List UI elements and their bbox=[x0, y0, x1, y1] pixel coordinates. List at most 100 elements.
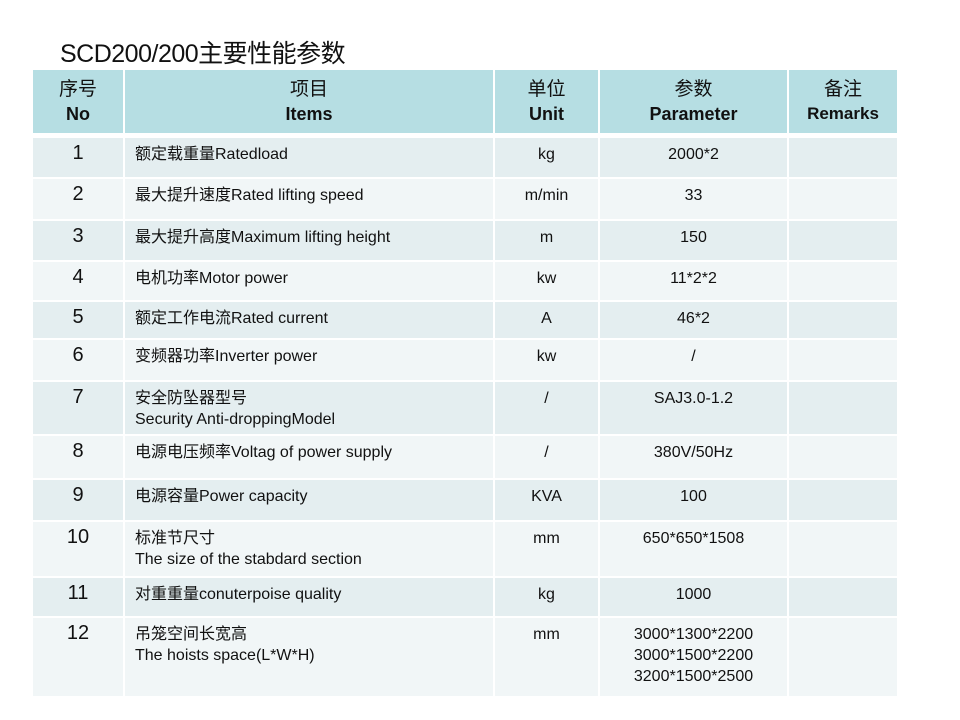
unit-value: / bbox=[544, 444, 549, 461]
parameter-value: SAJ3.0-1.2 bbox=[653, 390, 734, 407]
header-zh: 备注 bbox=[823, 79, 862, 100]
table-row: 3 最大提升高度Maximum lifting height m 150 bbox=[33, 221, 897, 260]
cell-unit: / bbox=[495, 436, 600, 478]
unit-value: mm bbox=[533, 626, 560, 643]
cell-item: 变频器功率Inverter power bbox=[125, 340, 495, 380]
unit-value: kg bbox=[538, 586, 555, 603]
parameter-value: 46*2 bbox=[677, 310, 710, 327]
header-zh: 项目 bbox=[289, 79, 328, 100]
header-zh: 参数 bbox=[674, 79, 713, 100]
header-zh: 单位 bbox=[527, 79, 566, 100]
header-en: Unit bbox=[529, 104, 564, 124]
cell-parameter: 380V/50Hz bbox=[600, 436, 789, 478]
table-row: 10 标准节尺寸 The size of the stabdard section m… bbox=[33, 522, 897, 576]
header-no: 序号 No bbox=[33, 70, 125, 133]
cell-parameter: SAJ3.0-1.2 bbox=[600, 382, 789, 434]
unit-value: kw bbox=[536, 348, 557, 365]
item-label: 额定载重量Ratedload bbox=[135, 146, 288, 163]
parameter-value: 100 bbox=[680, 488, 707, 505]
cell-parameter: 46*2 bbox=[600, 302, 789, 338]
item-label: 电机功率Motor power bbox=[135, 270, 288, 287]
page-title: SCD200/200主要性能参数 bbox=[60, 40, 346, 68]
table-row: 1 额定载重量Ratedload kg 2000*2 bbox=[33, 138, 897, 177]
header-zh: 序号 bbox=[58, 79, 97, 100]
cell-item: 最大提升高度Maximum lifting height bbox=[125, 221, 495, 260]
header-en: Parameter bbox=[649, 104, 738, 124]
row-number: 12 bbox=[66, 622, 90, 644]
cell-item: 电机功率Motor power bbox=[125, 262, 495, 300]
item-label: 变频器功率Inverter power bbox=[135, 348, 318, 365]
unit-value: A bbox=[541, 310, 552, 327]
cell-parameter: 1000 bbox=[600, 578, 789, 616]
cell-remarks bbox=[789, 436, 897, 478]
row-number: 7 bbox=[72, 386, 84, 408]
header-items: 项目 Items bbox=[125, 70, 495, 133]
cell-unit: mm bbox=[495, 618, 600, 696]
item-label: 额定工作电流Rated current bbox=[135, 310, 328, 327]
row-number: 3 bbox=[72, 225, 84, 247]
cell-no: 10 bbox=[33, 522, 125, 576]
cell-parameter: 33 bbox=[600, 179, 789, 219]
cell-item: 最大提升速度Rated lifting speed bbox=[125, 179, 495, 219]
cell-no: 9 bbox=[33, 480, 125, 520]
cell-item: 电源电压频率Voltag of power supply bbox=[125, 436, 495, 478]
cell-remarks bbox=[789, 179, 897, 219]
item-label: 标准节尺寸 bbox=[135, 530, 216, 547]
unit-value: m bbox=[539, 229, 554, 246]
table-row: 5 额定工作电流Rated current A 46*2 bbox=[33, 302, 897, 338]
item-label-en: The hoists space(L*W*H) bbox=[135, 647, 315, 664]
unit-value: / bbox=[544, 390, 549, 407]
cell-parameter: 2000*2 bbox=[600, 138, 789, 177]
cell-item: 电源容量Power capacity bbox=[125, 480, 495, 520]
item-label-en: The size of the stabdard section bbox=[135, 551, 362, 568]
parameter-value: 33 bbox=[684, 187, 703, 204]
cell-unit: m/min bbox=[495, 179, 600, 219]
cell-no: 3 bbox=[33, 221, 125, 260]
header-remarks: 备注 Remarks bbox=[789, 70, 897, 133]
cell-unit: / bbox=[495, 382, 600, 434]
header-parameter: 参数 Parameter bbox=[600, 70, 789, 133]
parameter-value: 3000*1500*2200 bbox=[633, 647, 754, 664]
parameter-value: 2000*2 bbox=[668, 146, 719, 163]
table-row: 12 吊笼空间长宽高 The hoists space(L*W*H) mm 3000*1… bbox=[33, 618, 897, 696]
parameter-value: 1000 bbox=[675, 586, 712, 603]
row-number: 11 bbox=[67, 582, 89, 604]
row-number: 10 bbox=[66, 526, 90, 548]
cell-no: 6 bbox=[33, 340, 125, 380]
cell-unit: m bbox=[495, 221, 600, 260]
cell-remarks bbox=[789, 340, 897, 380]
cell-parameter: / bbox=[600, 340, 789, 380]
row-number: 5 bbox=[72, 306, 84, 328]
cell-unit: kg bbox=[495, 578, 600, 616]
item-label: 电源电压频率Voltag of power supply bbox=[135, 444, 392, 461]
header-en: Items bbox=[285, 104, 333, 124]
cell-unit: A bbox=[495, 302, 600, 338]
table-row: 6 变频器功率Inverter power kw / bbox=[33, 340, 897, 380]
cell-remarks bbox=[789, 221, 897, 260]
cell-item: 额定载重量Ratedload bbox=[125, 138, 495, 177]
cell-no: 5 bbox=[33, 302, 125, 338]
table-row: 7 安全防坠器型号 Security Anti-droppingModel / SAJ3… bbox=[33, 382, 897, 434]
parameter-value: / bbox=[691, 348, 696, 365]
cell-item: 吊笼空间长宽高 The hoists space(L*W*H) bbox=[125, 618, 495, 696]
cell-remarks bbox=[789, 480, 897, 520]
parameter-value: 11*2*2 bbox=[670, 270, 717, 287]
cell-no: 11 bbox=[33, 578, 125, 616]
cell-item: 额定工作电流Rated current bbox=[125, 302, 495, 338]
cell-unit: kw bbox=[495, 262, 600, 300]
cell-parameter: 100 bbox=[600, 480, 789, 520]
cell-item: 安全防坠器型号 Security Anti-droppingModel bbox=[125, 382, 495, 434]
cell-item: 对重重量conuterpoise quality bbox=[125, 578, 495, 616]
table-row: 11 对重重量conuterpoise quality kg 1000 bbox=[33, 578, 897, 616]
cell-remarks bbox=[789, 262, 897, 300]
item-label: 安全防坠器型号 bbox=[135, 390, 248, 407]
cell-remarks bbox=[789, 578, 897, 616]
item-label-en: Security Anti-droppingModel bbox=[135, 411, 336, 428]
item-label: 吊笼空间长宽高 bbox=[135, 626, 248, 643]
row-number: 9 bbox=[72, 484, 84, 506]
cell-no: 1 bbox=[33, 138, 125, 177]
cell-remarks bbox=[789, 138, 897, 177]
parameter-value: 380V/50Hz bbox=[653, 444, 734, 461]
cell-no: 4 bbox=[33, 262, 125, 300]
header-en: No bbox=[66, 104, 90, 124]
